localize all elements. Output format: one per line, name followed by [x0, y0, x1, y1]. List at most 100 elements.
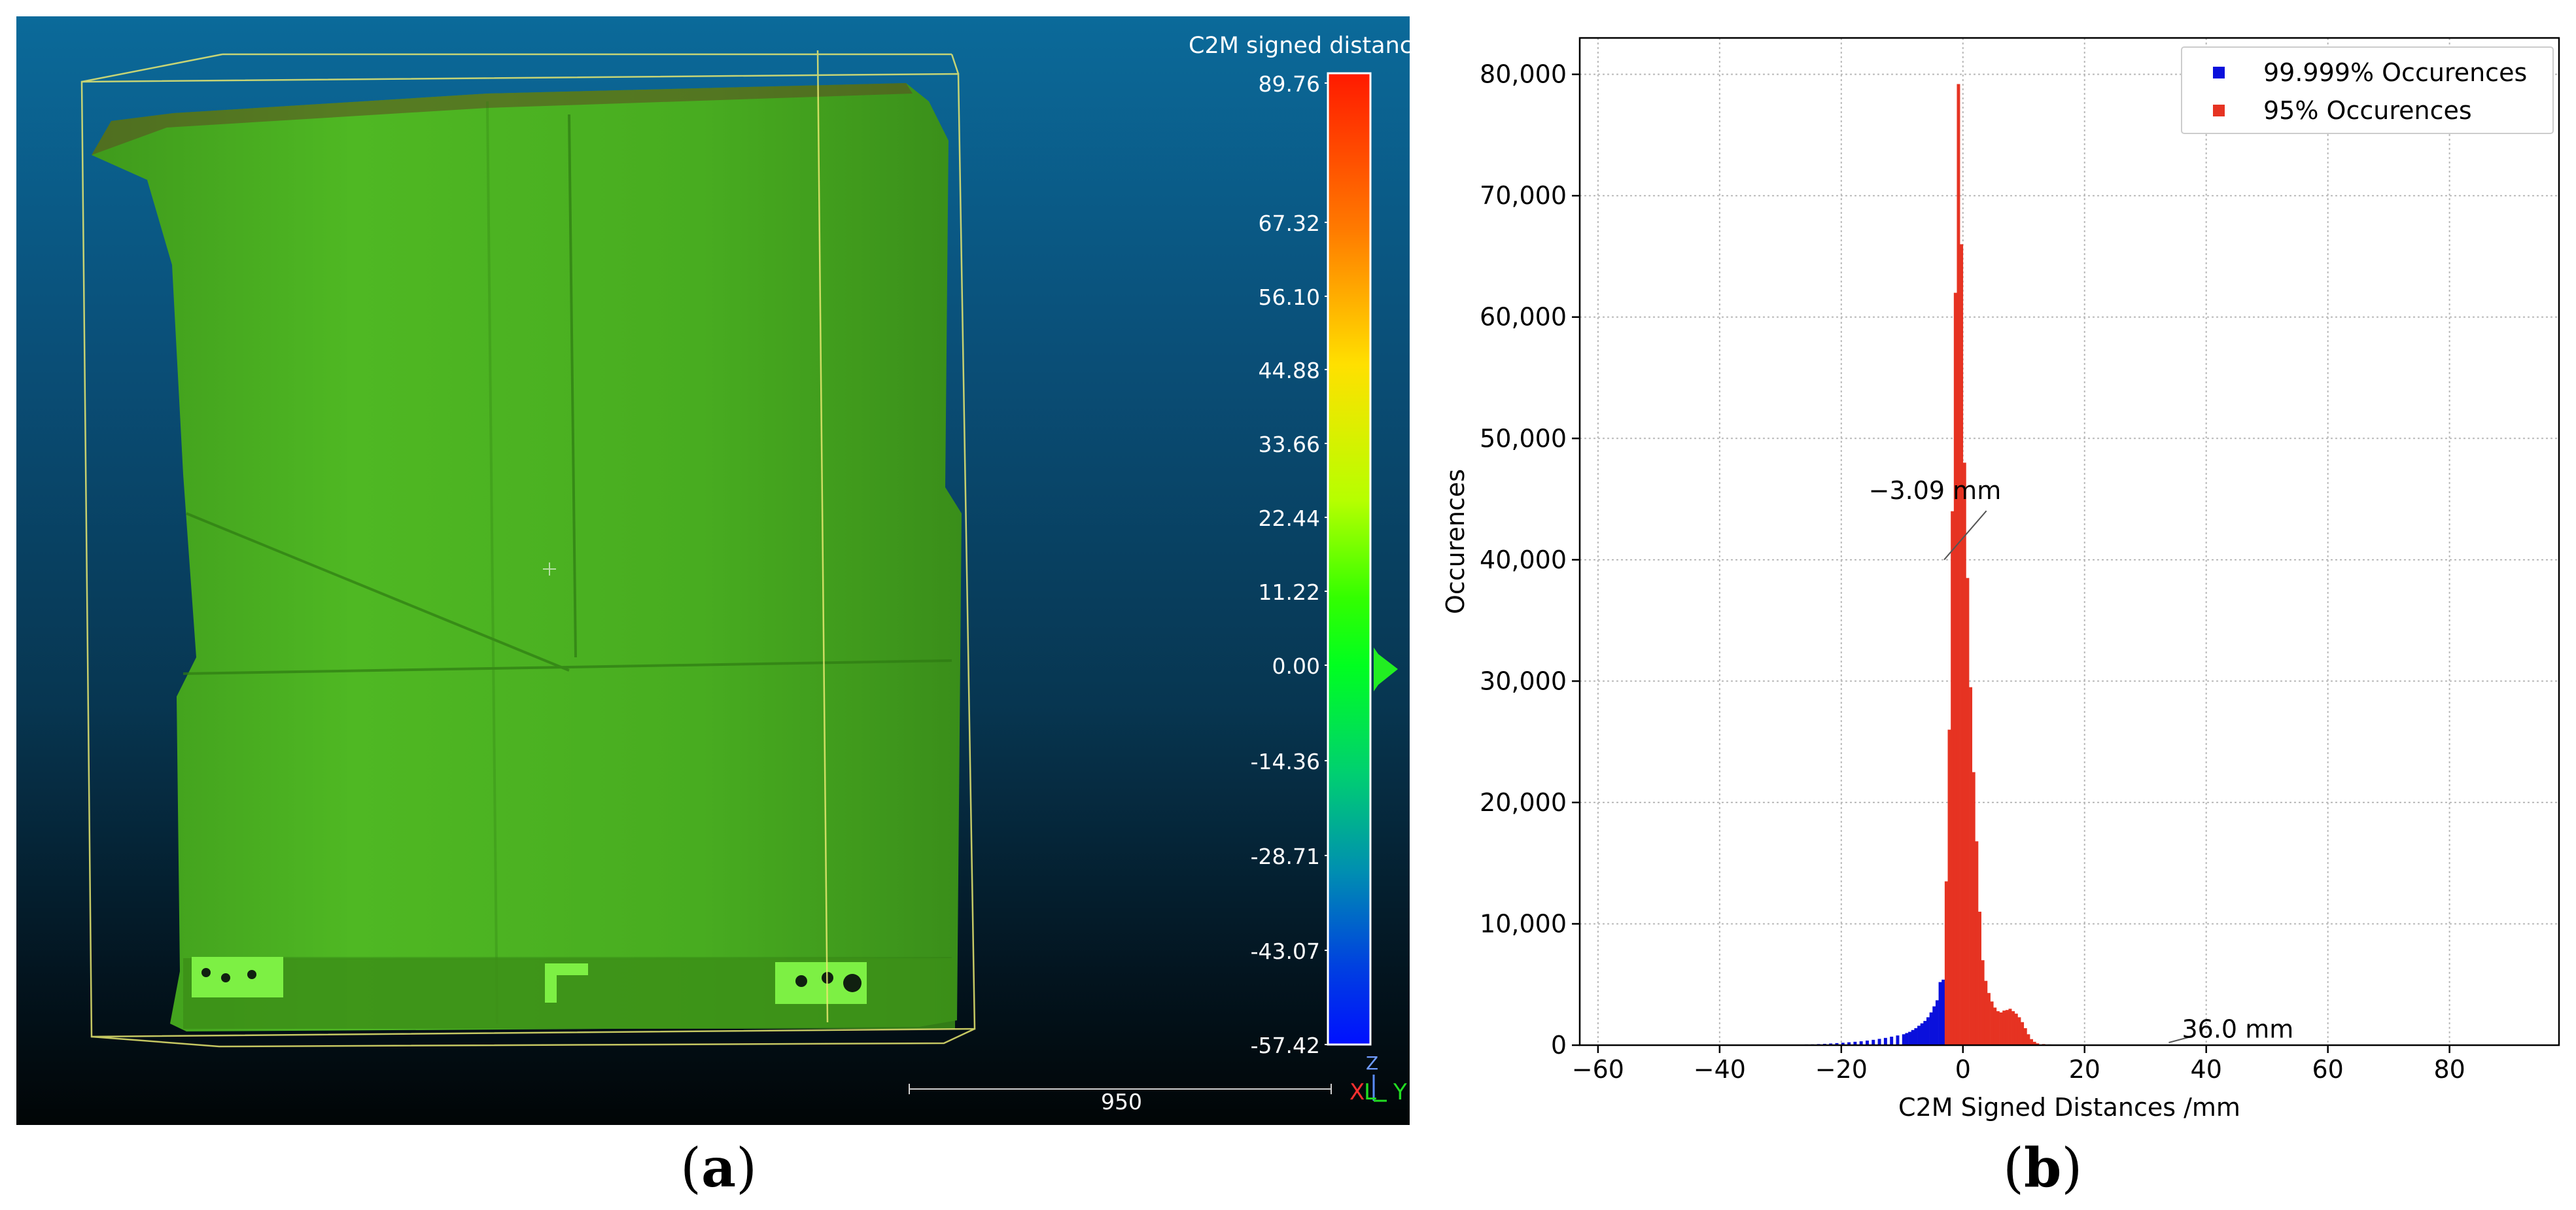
- bounding-box: [80, 50, 976, 1048]
- histogram-bar-red: [1972, 772, 1976, 1045]
- histogram-bar-red: [1951, 511, 1955, 1045]
- colorbar-label: 44.88: [1258, 358, 1320, 383]
- histogram-bar-red: [1947, 729, 1951, 1045]
- histogram-bar-red: [1944, 881, 1948, 1045]
- annotation-label: 36.0 mm: [2182, 1014, 2294, 1043]
- histogram-bar-red: [1960, 244, 1964, 1046]
- histogram-bar-blue: [1896, 1035, 1900, 1045]
- colorbar-label: 56.10: [1258, 285, 1320, 310]
- histogram-bar-red: [1957, 84, 1960, 1046]
- y-tick-label: 50,000: [1480, 424, 1567, 453]
- histogram-chart: −3.09 mm 36.0 mm −60 −40 −20 0 20 40 60 80 0 10,0…: [1441, 37, 2560, 1122]
- y-tick-label: 20,000: [1480, 788, 1567, 817]
- colorbar-histogram: [1374, 648, 1398, 691]
- y-axis-label: Occurences: [1441, 469, 1470, 614]
- x-axis-ticks: −60 −40 −20 0 20 40 60 80: [1572, 1045, 2465, 1084]
- colorbar-label: -57.42: [1250, 1033, 1320, 1058]
- legend-label: 95% Occurences: [2263, 96, 2472, 125]
- x-axis-label: C2M Signed Distances /mm: [1898, 1093, 2240, 1122]
- histogram-bar-blue: [1923, 1020, 1927, 1045]
- annotation-leader: [1943, 510, 1987, 561]
- histogram-bar-blue: [1929, 1012, 1933, 1045]
- y-tick-label: 0: [1551, 1031, 1567, 1060]
- histogram-bar-red: [2005, 1010, 2009, 1045]
- histogram-bar-blue: [1877, 1039, 1881, 1045]
- histogram-bar-blue: [1835, 1043, 1839, 1045]
- histogram-bar-blue: [1883, 1037, 1887, 1045]
- y-axis-ticks: 0 10,000 20,000 30,000 40,000 50,000 60,000 70,…: [1480, 60, 1580, 1060]
- colorbar-label: -14.36: [1250, 749, 1320, 774]
- x-tick-label: 0: [1955, 1055, 1971, 1084]
- axis-y-label: Y: [1393, 1079, 1407, 1105]
- legend-swatch: [2213, 67, 2225, 78]
- histogram-bar-blue: [1841, 1043, 1845, 1045]
- histogram-bar-blue: [1866, 1040, 1869, 1045]
- colorbar-label: 89.76: [1258, 71, 1320, 97]
- histogram-bar-blue: [1920, 1023, 1924, 1045]
- point-cloud-render: [80, 50, 1398, 1102]
- colorbar-ticks: [1325, 82, 1328, 1045]
- annotation-leader: [2168, 1037, 2189, 1043]
- histogram-bar-blue: [1914, 1028, 1918, 1045]
- histogram-bar-red: [1993, 1007, 1997, 1045]
- y-tick-label: 10,000: [1480, 909, 1567, 938]
- scale-bar: [909, 1084, 1332, 1094]
- histogram-bar-blue: [1902, 1034, 1906, 1045]
- histogram-bar-red: [1990, 1001, 1994, 1045]
- histogram-bar-red: [2014, 1013, 2018, 1045]
- histogram-bar-red: [2011, 1011, 2015, 1045]
- histogram-bar-blue: [1911, 1029, 1915, 1045]
- caption-a: (a): [680, 1137, 757, 1200]
- colorbar-label: 33.66: [1258, 432, 1320, 457]
- histogram-bar-red: [1962, 462, 1966, 1045]
- stone-slab: [92, 83, 962, 1031]
- plot-frame: [1578, 37, 2560, 1046]
- histogram-bar-blue: [1932, 1006, 1936, 1045]
- colorbar-title: C2M signed distances: [1189, 33, 1410, 59]
- histogram-bar-blue: [1935, 1000, 1939, 1045]
- annotation-label: −3.09 mm: [1869, 476, 2002, 505]
- histogram-bar-red: [2036, 1043, 2040, 1045]
- slab-top-edge: [92, 83, 913, 155]
- histogram-bar-red: [1987, 993, 1991, 1045]
- histogram-bar-blue: [1908, 1031, 1912, 1045]
- colorbar-label: 22.44: [1258, 506, 1320, 531]
- y-tick-label: 60,000: [1480, 303, 1567, 332]
- y-tick-label: 40,000: [1480, 545, 1567, 574]
- histogram-bar-red: [2030, 1039, 2034, 1045]
- colorbar-label: 0.00: [1272, 653, 1320, 679]
- histogram-bar-red: [1996, 1011, 2000, 1045]
- histogram-bar-blue: [1890, 1037, 1894, 1045]
- x-tick-label: −60: [1572, 1055, 1624, 1084]
- axis-l-label: L: [1364, 1079, 1376, 1105]
- axis-z-label: Z: [1366, 1052, 1379, 1074]
- legend-box: [2181, 46, 2554, 134]
- histogram-bar-red: [1999, 1012, 2003, 1045]
- histogram-panel: −3.09 mm 36.0 mm −60 −40 −20 0 20 40 60 80 0 10,0…: [1426, 0, 2576, 1151]
- histogram-bar-blue: [1926, 1017, 1930, 1045]
- x-tick-label: 40: [2191, 1055, 2222, 1084]
- histogram-bar-red: [1953, 292, 1957, 1045]
- histogram-bar-red: [1975, 841, 1979, 1045]
- point-cloud-view: C2M signed distances 89.76 67.32 56.10 4…: [16, 16, 1410, 1125]
- histogram-bar-red: [1969, 687, 1973, 1045]
- histogram-bar-red: [1978, 911, 1981, 1045]
- axis-trihedron: [1372, 1075, 1387, 1102]
- caption-b: (b): [2003, 1137, 2083, 1200]
- histogram-bar-red: [1984, 980, 1988, 1045]
- x-tick-label: −40: [1694, 1055, 1746, 1084]
- y-tick-label: 30,000: [1480, 666, 1567, 695]
- y-tick-label: 70,000: [1480, 181, 1567, 210]
- x-tick-label: 20: [2069, 1055, 2100, 1084]
- histogram-bar-blue: [1917, 1026, 1921, 1045]
- histogram-bar-red: [1981, 960, 1985, 1045]
- scale-bar-label: 950: [1101, 1089, 1142, 1115]
- x-tick-label: −20: [1815, 1055, 1868, 1084]
- histogram-bar-red: [2017, 1017, 2021, 1045]
- color-scale-bar: [1327, 72, 1372, 1046]
- histogram-bar-red: [1966, 578, 1970, 1045]
- histogram-bar-red: [2008, 1009, 2012, 1045]
- legend: 99.999% Occurences 95% Occurences: [2181, 46, 2554, 134]
- legend-label: 99.999% Occurences: [2263, 58, 2527, 87]
- histogram-bar-blue: [1859, 1041, 1863, 1045]
